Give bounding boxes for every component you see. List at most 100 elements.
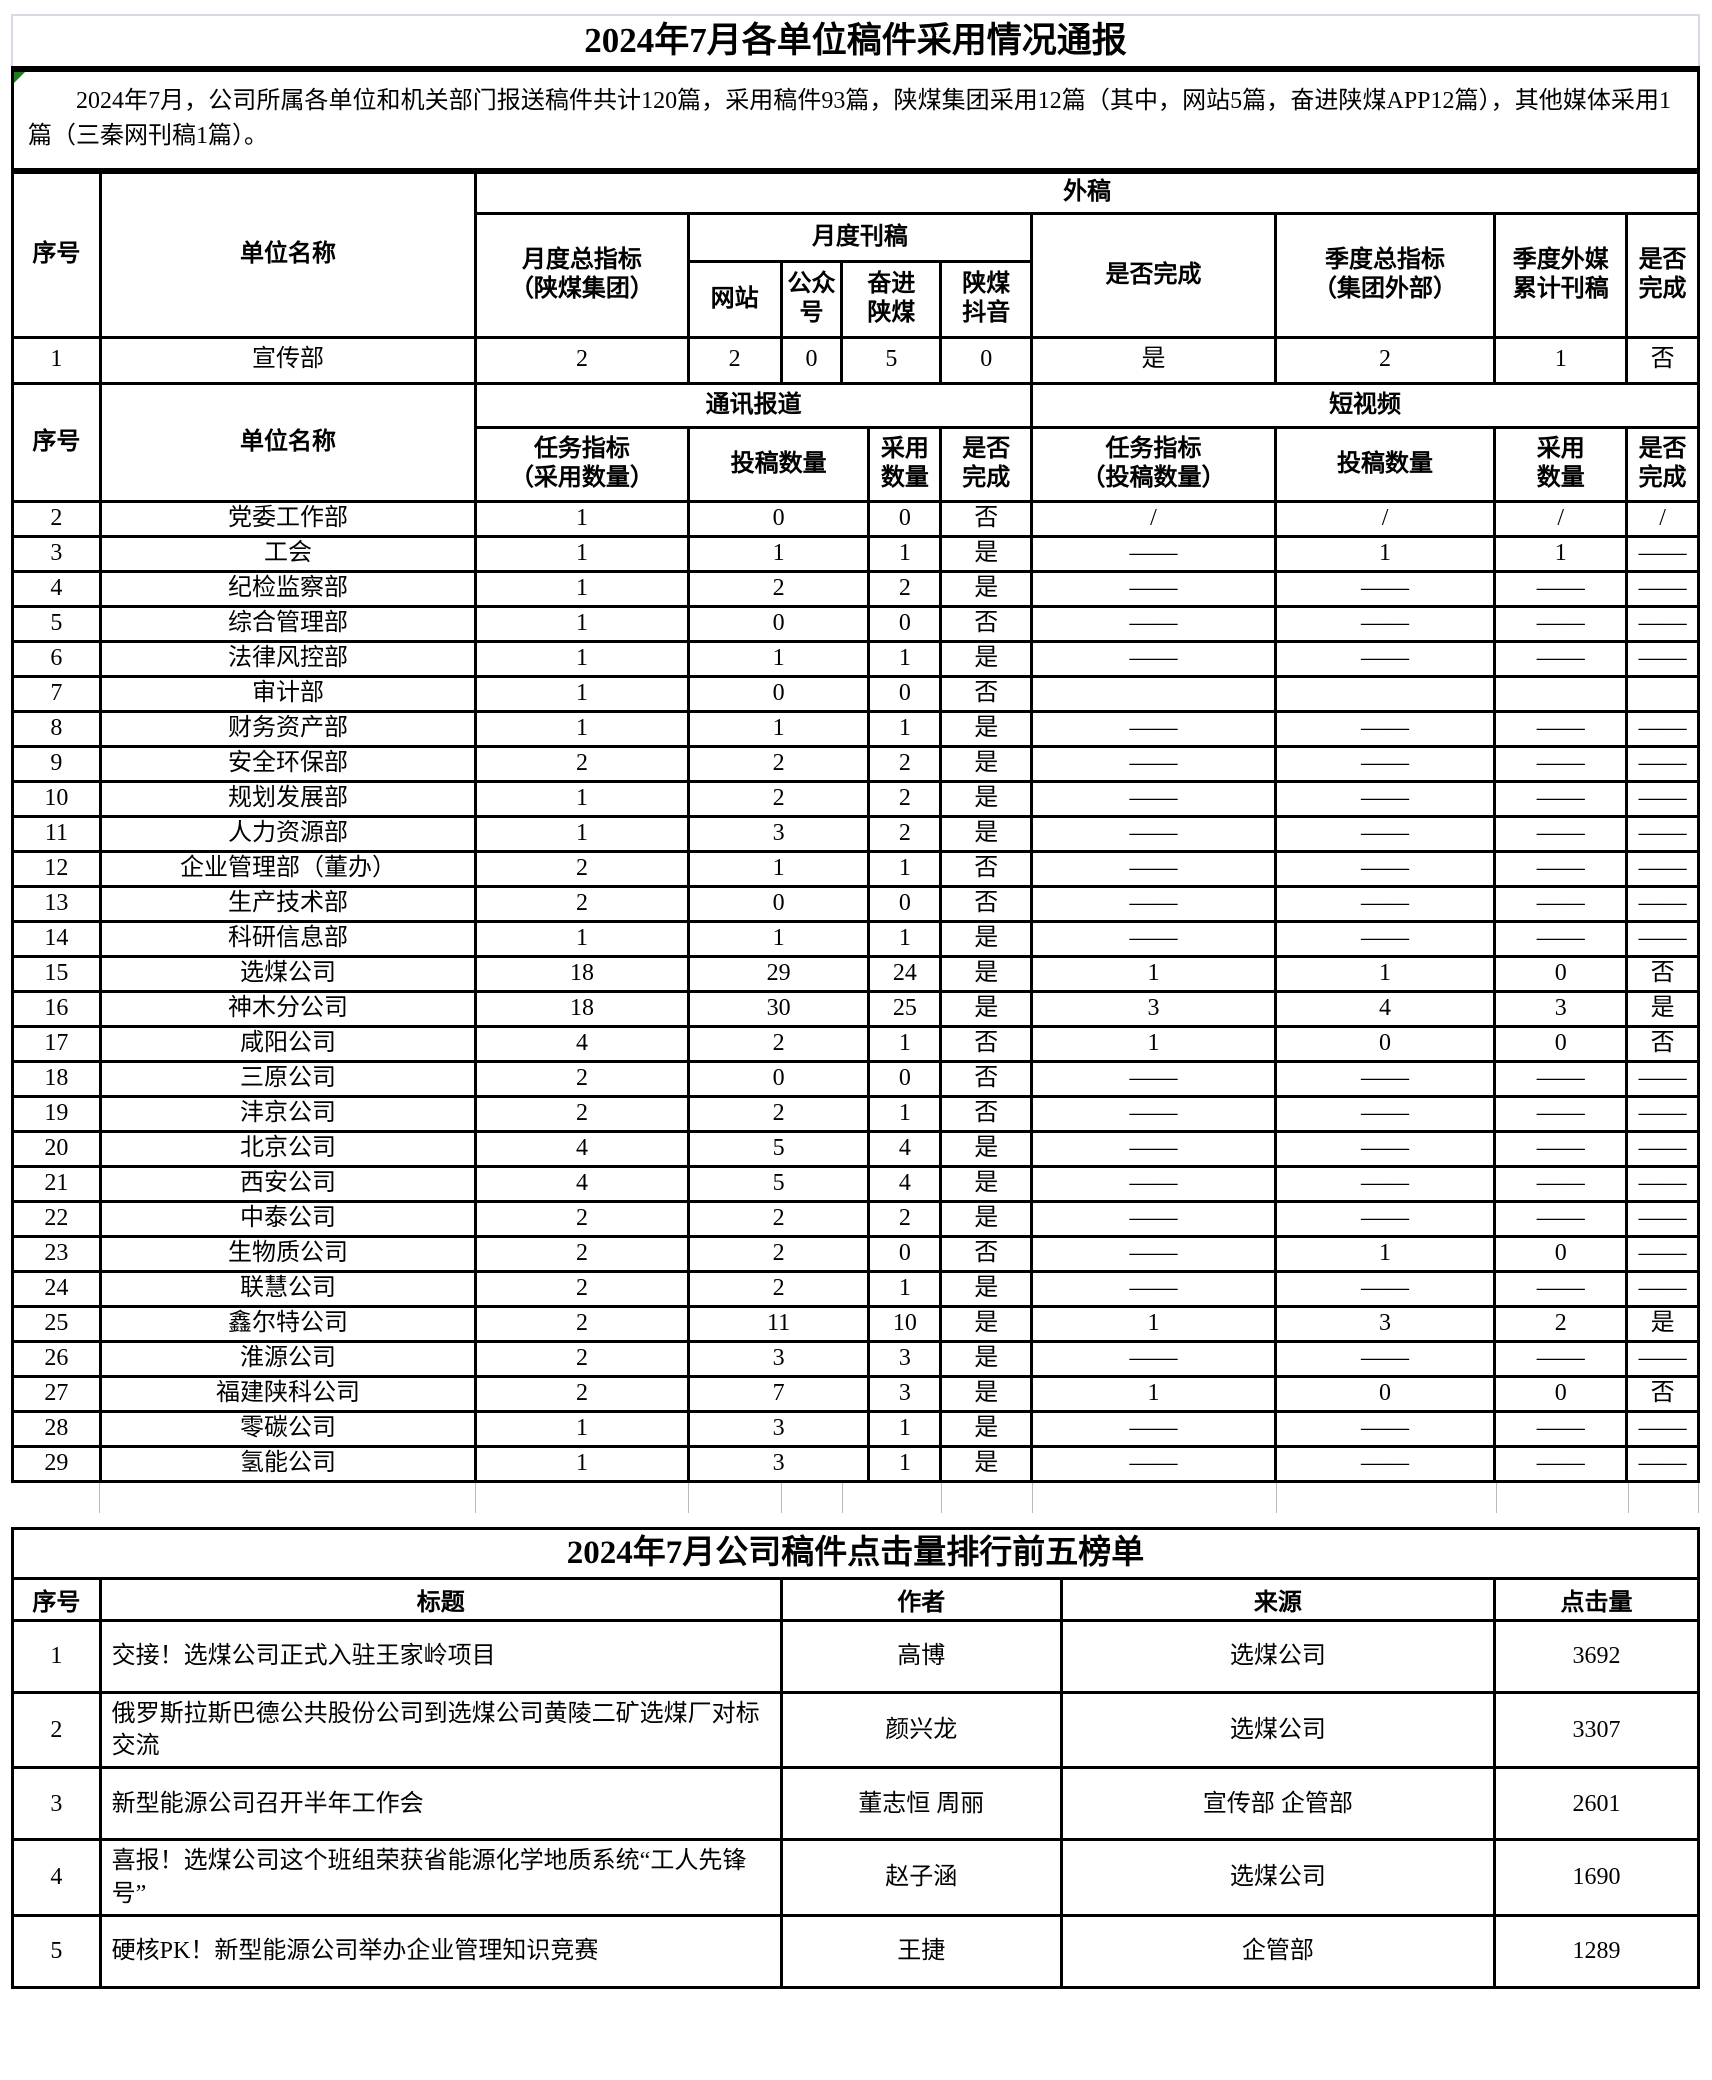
- table-cell: ——: [1273, 709, 1497, 748]
- table-cell: 4: [1273, 989, 1497, 1028]
- table-cell: 俄罗斯拉斯巴德公共股份公司到选煤公司黄陵二矿选煤厂对标交流: [98, 1690, 783, 1770]
- table-row: 13 生产技术部 2 0 0 否 —— —— —— ——: [11, 884, 1700, 923]
- intro-paragraph-box: 2024年7月，公司所属各单位和机关部门报送稿件共计120篇，采用稿件93篇，陕…: [11, 66, 1700, 168]
- table-cell: 0: [867, 1059, 943, 1098]
- report-table-header-a: 序号 单位名称 外稿 月度总指标 （陕煤集团） 月度刊稿 是否完成 季度总指标 …: [11, 169, 1700, 339]
- table-cell: 工会: [98, 534, 478, 573]
- table-cell: 18: [474, 989, 690, 1028]
- table-cell: 是: [939, 1409, 1034, 1448]
- table-cell: 中泰公司: [98, 1199, 478, 1238]
- table-cell: 2: [474, 335, 690, 385]
- section-gap: [11, 1513, 1700, 1527]
- table-cell: ——: [1030, 884, 1277, 923]
- table-cell: 神木分公司: [98, 989, 478, 1028]
- table-cell: ——: [1493, 1199, 1629, 1238]
- table-row: 22 中泰公司 2 2 2 是 —— —— —— ——: [11, 1199, 1700, 1238]
- table-row: 25 鑫尔特公司 2 11 10 是 1 3 2 是: [11, 1304, 1700, 1343]
- table-cell: 14: [11, 919, 102, 958]
- table-cell: 5: [686, 1164, 871, 1203]
- table-row: 3 新型能源公司召开半年工作会 董志恒 周丽 宣传部 企管部 2601: [11, 1766, 1701, 1842]
- table-cell: 交接！选煤公司正式入驻王家岭项目: [98, 1618, 783, 1694]
- col-header-quarter-total: 季度总指标 （集团外部）: [1273, 211, 1497, 339]
- table-cell: 3: [1493, 989, 1629, 1028]
- empty-grid-row: [11, 1482, 1700, 1513]
- table-cell: 1289: [1492, 1914, 1701, 1990]
- col-header-unit-name-b: 单位名称: [98, 381, 478, 503]
- col-header-complete-2: 是否 完成: [1625, 211, 1700, 339]
- table-cell: 西安公司: [98, 1164, 478, 1203]
- table-header-row: 序号 单位名称 通讯报道 短视频: [11, 381, 1700, 503]
- table-cell: ——: [1625, 1409, 1700, 1448]
- table-cell: 4: [867, 1129, 943, 1168]
- table-cell: 财务资产部: [98, 709, 478, 748]
- table-cell: ——: [1273, 1059, 1497, 1098]
- table-row: 4 纪检监察部 1 2 2 是 —— —— —— ——: [11, 569, 1700, 608]
- rank-col-header-clicks: 点击量: [1492, 1576, 1701, 1622]
- table-cell: ——: [1030, 534, 1277, 573]
- table-cell: ——: [1030, 709, 1277, 748]
- table-cell: 是: [939, 1164, 1034, 1203]
- table-cell: 2: [1493, 1304, 1629, 1343]
- table-cell: 20: [11, 1129, 102, 1168]
- table-cell: 1: [1030, 1304, 1277, 1343]
- table-header-row: 月度总指标 （陕煤集团） 月度刊稿 是否完成 季度总指标 （集团外部） 季度外媒…: [13, 211, 1700, 339]
- table-header-row: 任务指标 （采用数量） 投稿数量 采用 数量 是否 完成 任务指标 （投稿数量）…: [13, 425, 1700, 503]
- table-cell: ——: [1493, 1269, 1629, 1308]
- col-header-complete: 是否完成: [1030, 211, 1277, 339]
- col-header-submit-count-2: 投稿数量: [1273, 425, 1497, 503]
- table-cell: 是: [939, 709, 1034, 748]
- table-cell: 2: [474, 744, 690, 783]
- table-cell: 2: [474, 1059, 690, 1098]
- table-cell: ——: [1625, 569, 1700, 608]
- table-cell: 喜报！选煤公司这个班组荣获省能源化学地质系统“工人先锋号”: [98, 1838, 783, 1918]
- table-cell: 7: [686, 1374, 871, 1413]
- table-cell: 8: [11, 709, 102, 748]
- table-cell: [1030, 674, 1277, 713]
- table-cell: 企管部: [1059, 1914, 1496, 1990]
- table-cell: 22: [11, 1199, 102, 1238]
- table-cell: ——: [1625, 884, 1700, 923]
- table-cell: 18: [474, 954, 690, 993]
- table-cell: 4: [474, 1164, 690, 1203]
- table-cell: 1: [1493, 335, 1629, 385]
- table-cell: 否: [939, 1234, 1034, 1273]
- table-cell: /: [1030, 499, 1277, 538]
- table-cell: 0: [1493, 1374, 1629, 1413]
- table-cell: 3: [1273, 1304, 1497, 1343]
- table-cell: ——: [1493, 744, 1629, 783]
- table-cell: 0: [939, 335, 1034, 385]
- table-cell: ——: [1030, 639, 1277, 678]
- col-header-monthly-total: 月度总指标 （陕煤集团）: [474, 211, 690, 339]
- table-cell: 2: [474, 1269, 690, 1308]
- table-cell: 6: [11, 639, 102, 678]
- table-cell: 否: [1625, 335, 1700, 385]
- table-cell: 3: [686, 1444, 871, 1483]
- table-cell: 2: [1273, 335, 1497, 385]
- table-cell: 3: [1030, 989, 1277, 1028]
- table-cell: 1: [686, 639, 871, 678]
- table-row: 3 工会 1 1 1 是 —— 1 1 ——: [11, 534, 1700, 573]
- table-row: 17 咸阳公司 4 2 1 否 1 0 0 否: [11, 1024, 1700, 1063]
- table-cell: 1: [474, 534, 690, 573]
- rank-col-header-xuhao: 序号: [11, 1576, 102, 1622]
- table-cell: ——: [1625, 1199, 1700, 1238]
- cell-error-marker-icon: [14, 72, 25, 83]
- col-header-shanmei-douyin: 陕煤 抖音: [939, 259, 1034, 339]
- table-cell: ——: [1625, 1059, 1700, 1098]
- table-cell: 3: [867, 1374, 943, 1413]
- col-header-monthly-pub: 月度刊稿: [686, 211, 1034, 263]
- table-cell: 选煤公司: [1059, 1618, 1496, 1694]
- table-cell: 赵子涵: [779, 1838, 1063, 1918]
- table-cell: 2: [686, 779, 871, 818]
- table-cell: 董志恒 周丽: [779, 1766, 1063, 1842]
- table-cell: ——: [1030, 1339, 1277, 1378]
- table-cell: ——: [1493, 779, 1629, 818]
- table-cell: ——: [1493, 1164, 1629, 1203]
- table-row: 16 神木分公司 18 30 25 是 3 4 3 是: [11, 989, 1700, 1028]
- table-cell: 2: [474, 1234, 690, 1273]
- table-cell: ——: [1625, 1444, 1700, 1483]
- table-cell: 否: [1625, 1374, 1700, 1413]
- col-header-xuhao: 序号: [11, 169, 102, 339]
- table-cell: 硬核PK！新型能源公司举办企业管理知识竞赛: [98, 1914, 783, 1990]
- table-cell: ——: [1493, 1129, 1629, 1168]
